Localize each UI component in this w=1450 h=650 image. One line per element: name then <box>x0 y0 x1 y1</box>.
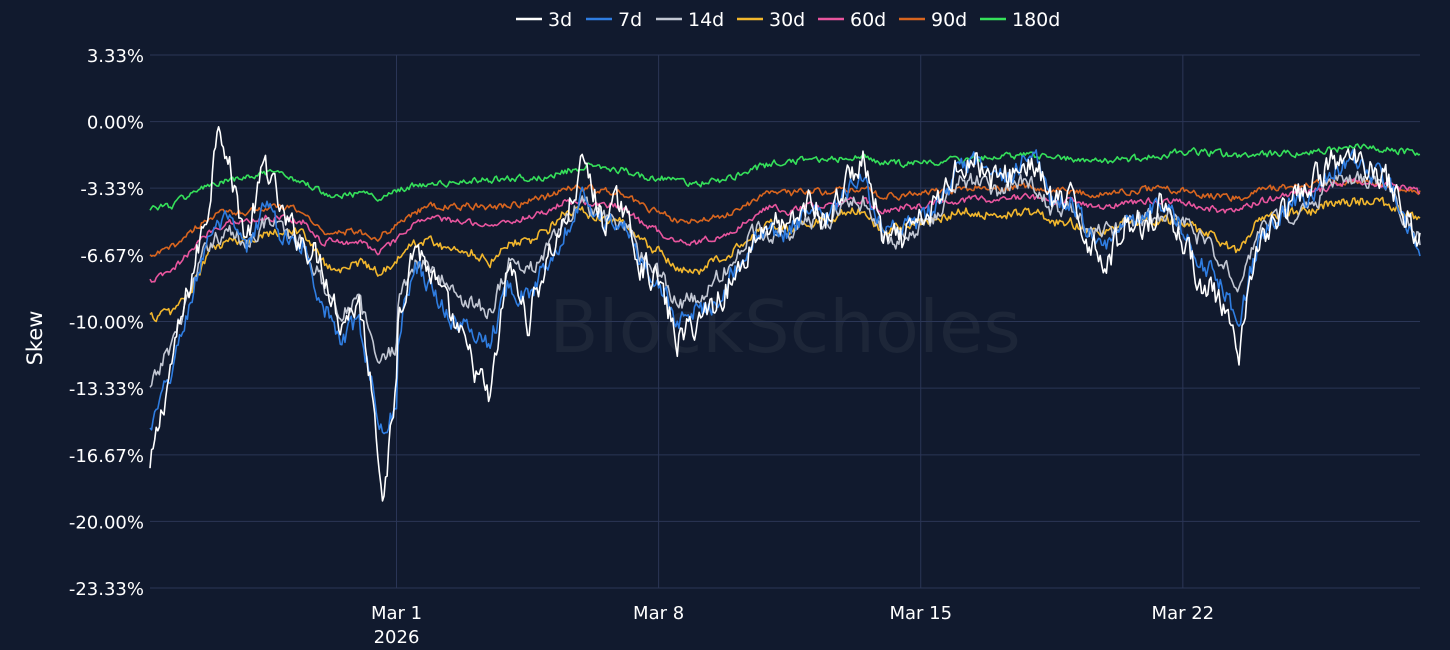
x-tick-label: Mar 1 <box>371 603 422 624</box>
y-tick-label: 3.33% <box>87 46 144 67</box>
legend-item-60d[interactable]: 60d <box>818 9 886 31</box>
legend-label: 90d <box>931 9 967 31</box>
series-line-3d <box>149 126 1421 502</box>
series-line-90d <box>149 177 1421 257</box>
legend-item-90d[interactable]: 90d <box>899 9 967 31</box>
legend: 3d 7d 14d 30d 60d 90d 180d <box>516 9 1060 31</box>
series-line-60d <box>149 177 1421 283</box>
y-tick-label: -16.67% <box>69 446 144 467</box>
x-tick-label: Mar 8 <box>633 603 684 624</box>
legend-label: 7d <box>618 9 642 31</box>
y-tick-label: -23.33% <box>69 579 144 600</box>
x-tick-year-label: 2026 <box>374 627 420 648</box>
y-tick-label: -13.33% <box>69 379 144 400</box>
legend-item-3d[interactable]: 3d <box>516 9 572 31</box>
y-axis-title: Skew <box>23 311 47 366</box>
y-tick-label: -10.00% <box>69 313 144 334</box>
y-tick-label: 0.00% <box>87 113 144 134</box>
legend-item-30d[interactable]: 30d <box>737 9 805 31</box>
x-tick-label: Mar 15 <box>889 603 952 624</box>
legend-item-180d[interactable]: 180d <box>980 9 1060 31</box>
x-axis: Mar 1 2026 Mar 8 Mar 15 Mar 22 <box>371 603 1214 648</box>
legend-label: 180d <box>1012 9 1060 31</box>
y-axis: 3.33% 0.00% -3.33% -6.67% -10.00% -13.33% -16.… <box>69 46 144 600</box>
y-tick-label: -6.67% <box>80 246 144 267</box>
legend-label: 60d <box>850 9 886 31</box>
watermark: BlockScholes <box>549 285 1021 369</box>
legend-label: 3d <box>548 9 572 31</box>
series-line-30d <box>149 196 1421 323</box>
legend-item-7d[interactable]: 7d <box>586 9 642 31</box>
series-line-180d <box>149 143 1421 211</box>
legend-label: 14d <box>688 9 724 31</box>
legend-label: 30d <box>769 9 805 31</box>
series-lines <box>149 126 1421 502</box>
grid <box>150 54 1420 589</box>
y-tick-label: -20.00% <box>69 512 144 533</box>
legend-item-14d[interactable]: 14d <box>656 9 724 31</box>
y-tick-label: -3.33% <box>80 179 144 200</box>
x-tick-label: Mar 22 <box>1152 603 1215 624</box>
